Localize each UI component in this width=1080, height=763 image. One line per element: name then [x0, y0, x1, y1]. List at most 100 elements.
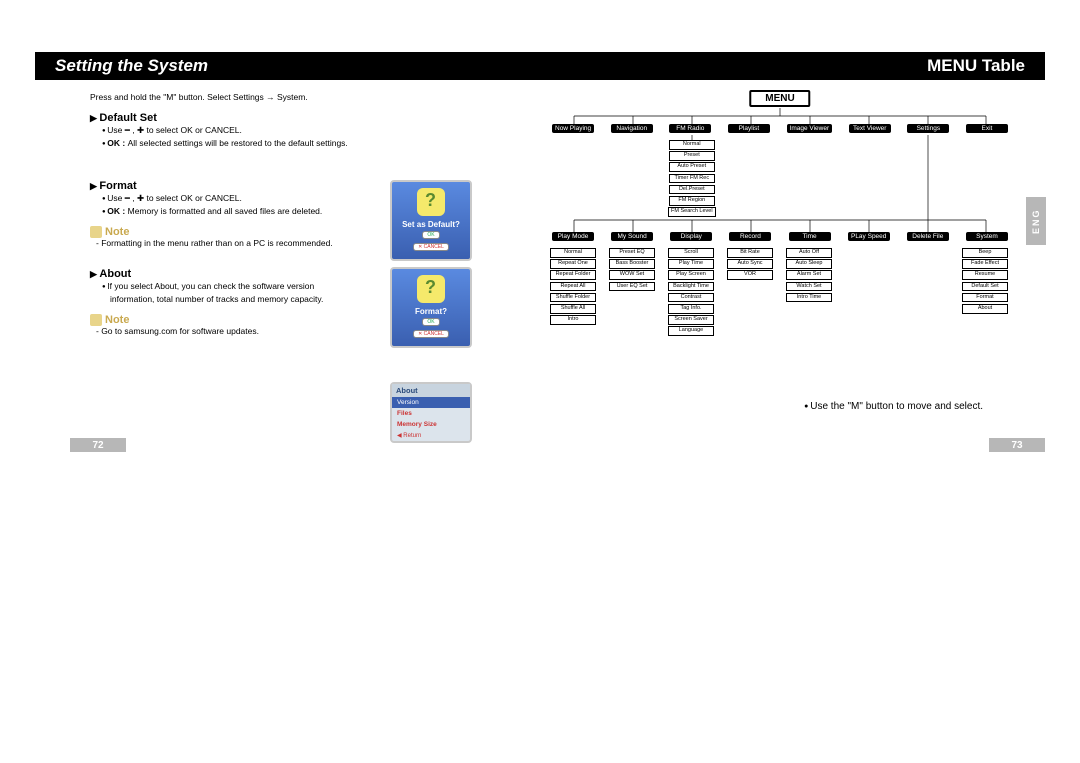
mock-about-title: About: [392, 384, 470, 397]
tree-leaf: Alarm Set: [786, 270, 832, 280]
cancel-button[interactable]: ✕ CANCEL: [413, 243, 449, 251]
mock-format: Format? OK ✕ CANCEL: [390, 267, 472, 348]
level2-row: Play Mode My Sound Display Record Time PLay S…: [550, 232, 1010, 241]
tree-leaf: Screen Saver: [668, 315, 714, 325]
tree-node: Delete File: [907, 232, 949, 241]
tree-leaf: Intro Time: [786, 293, 832, 303]
about-row[interactable]: Memory Size: [392, 419, 470, 430]
tree-leaf: Shuffle Folder: [550, 293, 596, 303]
left-title: Setting the System: [55, 56, 520, 76]
tree-leaf: Fade Effect: [962, 259, 1008, 269]
display-col: ScrollPlay TimePlay Screen Backlight Time…: [668, 248, 714, 336]
tree-node: Record: [729, 232, 771, 241]
tree-leaf: FM Region: [669, 196, 715, 206]
tree-leaf: Format: [962, 293, 1008, 303]
system-col: BeepFade EffectResume Default SetFormatAb…: [962, 248, 1008, 314]
tree-node: Settings: [907, 124, 949, 133]
left-header: Setting the System: [35, 52, 540, 80]
tree-leaf: Auto Sync: [727, 259, 773, 269]
right-title: MENU Table: [927, 56, 1025, 76]
right-page: MENU Table ENG: [540, 52, 1045, 452]
mock-title: Set as Default?: [392, 220, 470, 229]
tree-leaf: About: [962, 304, 1008, 314]
tree-leaf: Play Screen: [668, 270, 714, 280]
tree-node: FM Radio: [669, 124, 711, 133]
right-content: MENU Now Playing Navigation FM Radio Playli…: [540, 80, 1045, 440]
time-col: Auto OffAuto SleepAlarm Set Watch SetIntr…: [786, 248, 832, 302]
note-icon: [90, 226, 102, 238]
question-icon: [417, 275, 445, 303]
default-set-line1: Use ━ , ✚ to select OK or CANCEL.: [102, 124, 520, 137]
tree-leaf: Tag Info.: [668, 304, 714, 314]
tree-node: Play Mode: [552, 232, 594, 241]
record-col: Bit RateAuto SyncVOR: [727, 248, 773, 280]
tree-leaf: Del.Preset: [669, 185, 715, 195]
mysound-col: Preset EQBass BoosterWOW Set User EQ Set: [609, 248, 655, 291]
tree-leaf: Language: [668, 326, 714, 336]
tree-leaf: Timer FM Rec: [669, 174, 715, 184]
mock-title: Format?: [392, 307, 470, 316]
tree-leaf: Bass Booster: [609, 259, 655, 269]
tree-node: Image Viewer: [787, 124, 833, 133]
default-set-line2: OK : All selected settings will be resto…: [102, 137, 520, 150]
page-number-left: 72: [70, 438, 126, 452]
tree-leaf: Preset: [669, 151, 715, 161]
tree-leaf: Auto Off: [786, 248, 832, 258]
cancel-button[interactable]: ✕ CANCEL: [413, 330, 449, 338]
instruction: Press and hold the "M" button. Select Se…: [90, 92, 520, 102]
tree-leaf: Repeat All: [550, 282, 596, 292]
tree-leaf: Beep: [962, 248, 1008, 258]
tree-leaf: Play Time: [668, 259, 714, 269]
about-line1: If you select About, you can check the s…: [102, 280, 357, 306]
level1-row: Now Playing Navigation FM Radio Playlist Ima…: [550, 124, 1010, 133]
tree-lines: [550, 90, 1010, 400]
tree-node: Time: [789, 232, 831, 241]
tree-leaf: User EQ Set: [609, 282, 655, 292]
tree-leaf: Shuffle All: [550, 304, 596, 314]
page-spread: Setting the System Press and hold the "M…: [35, 52, 1045, 452]
playmode-col: NormalRepeat OneRepeat FolderRepeat AllS…: [550, 248, 596, 325]
tree-leaf: Repeat Folder: [550, 270, 596, 280]
tree-leaf: Intro: [550, 315, 596, 325]
tree-node: My Sound: [611, 232, 653, 241]
note-icon: [90, 314, 102, 326]
tree-leaf: Watch Set: [786, 282, 832, 292]
tree-node: Navigation: [611, 124, 653, 133]
tree-leaf: Bit Rate: [727, 248, 773, 258]
tree-leaf: FM Search Level: [668, 207, 716, 217]
page-number-right: 73: [989, 438, 1045, 452]
ok-button[interactable]: OK: [422, 231, 439, 239]
default-set-heading: Default Set: [90, 112, 520, 124]
tree-leaf: Contrast: [668, 293, 714, 303]
tree-node: Playlist: [728, 124, 770, 133]
right-header: MENU Table: [540, 52, 1045, 80]
tree-node: System: [966, 232, 1008, 241]
tree-leaf: Normal: [669, 140, 715, 150]
mock-default-set: Set as Default? OK ✕ CANCEL: [390, 180, 472, 261]
tree-leaf: Resume: [962, 270, 1008, 280]
tree-node: Now Playing: [552, 124, 594, 133]
about-row[interactable]: Files: [392, 408, 470, 419]
left-page: Setting the System Press and hold the "M…: [35, 52, 540, 452]
menu-tree: MENU Now Playing Navigation FM Radio Playli…: [550, 90, 1010, 400]
tree-leaf: Scroll: [668, 248, 714, 258]
tree-leaf: Auto Preset: [669, 162, 715, 172]
tree-leaf: Auto Sleep: [786, 259, 832, 269]
tree-leaf: WOW Set: [609, 270, 655, 280]
tree-leaf: VOR: [727, 270, 773, 280]
menu-root: MENU: [749, 90, 810, 107]
ok-button[interactable]: OK: [422, 318, 439, 326]
question-icon: [417, 188, 445, 216]
tree-leaf: Repeat One: [550, 259, 596, 269]
tree-node: Display: [670, 232, 712, 241]
tree-leaf: Preset EQ: [609, 248, 655, 258]
tree-node: Exit: [966, 124, 1008, 133]
fm-radio-column: NormalPresetAuto Preset Timer FM RecDel.P…: [668, 140, 716, 217]
about-return[interactable]: ◀ Return: [392, 430, 470, 441]
footer-instruction: Use the "M" button to move and select.: [804, 401, 983, 412]
tree-leaf: Backlight Time: [668, 282, 714, 292]
about-row[interactable]: Version: [392, 397, 470, 408]
tree-node: PLay Speed: [848, 232, 890, 241]
tree-leaf: Normal: [550, 248, 596, 258]
tree-leaf: Default Set: [962, 282, 1008, 292]
